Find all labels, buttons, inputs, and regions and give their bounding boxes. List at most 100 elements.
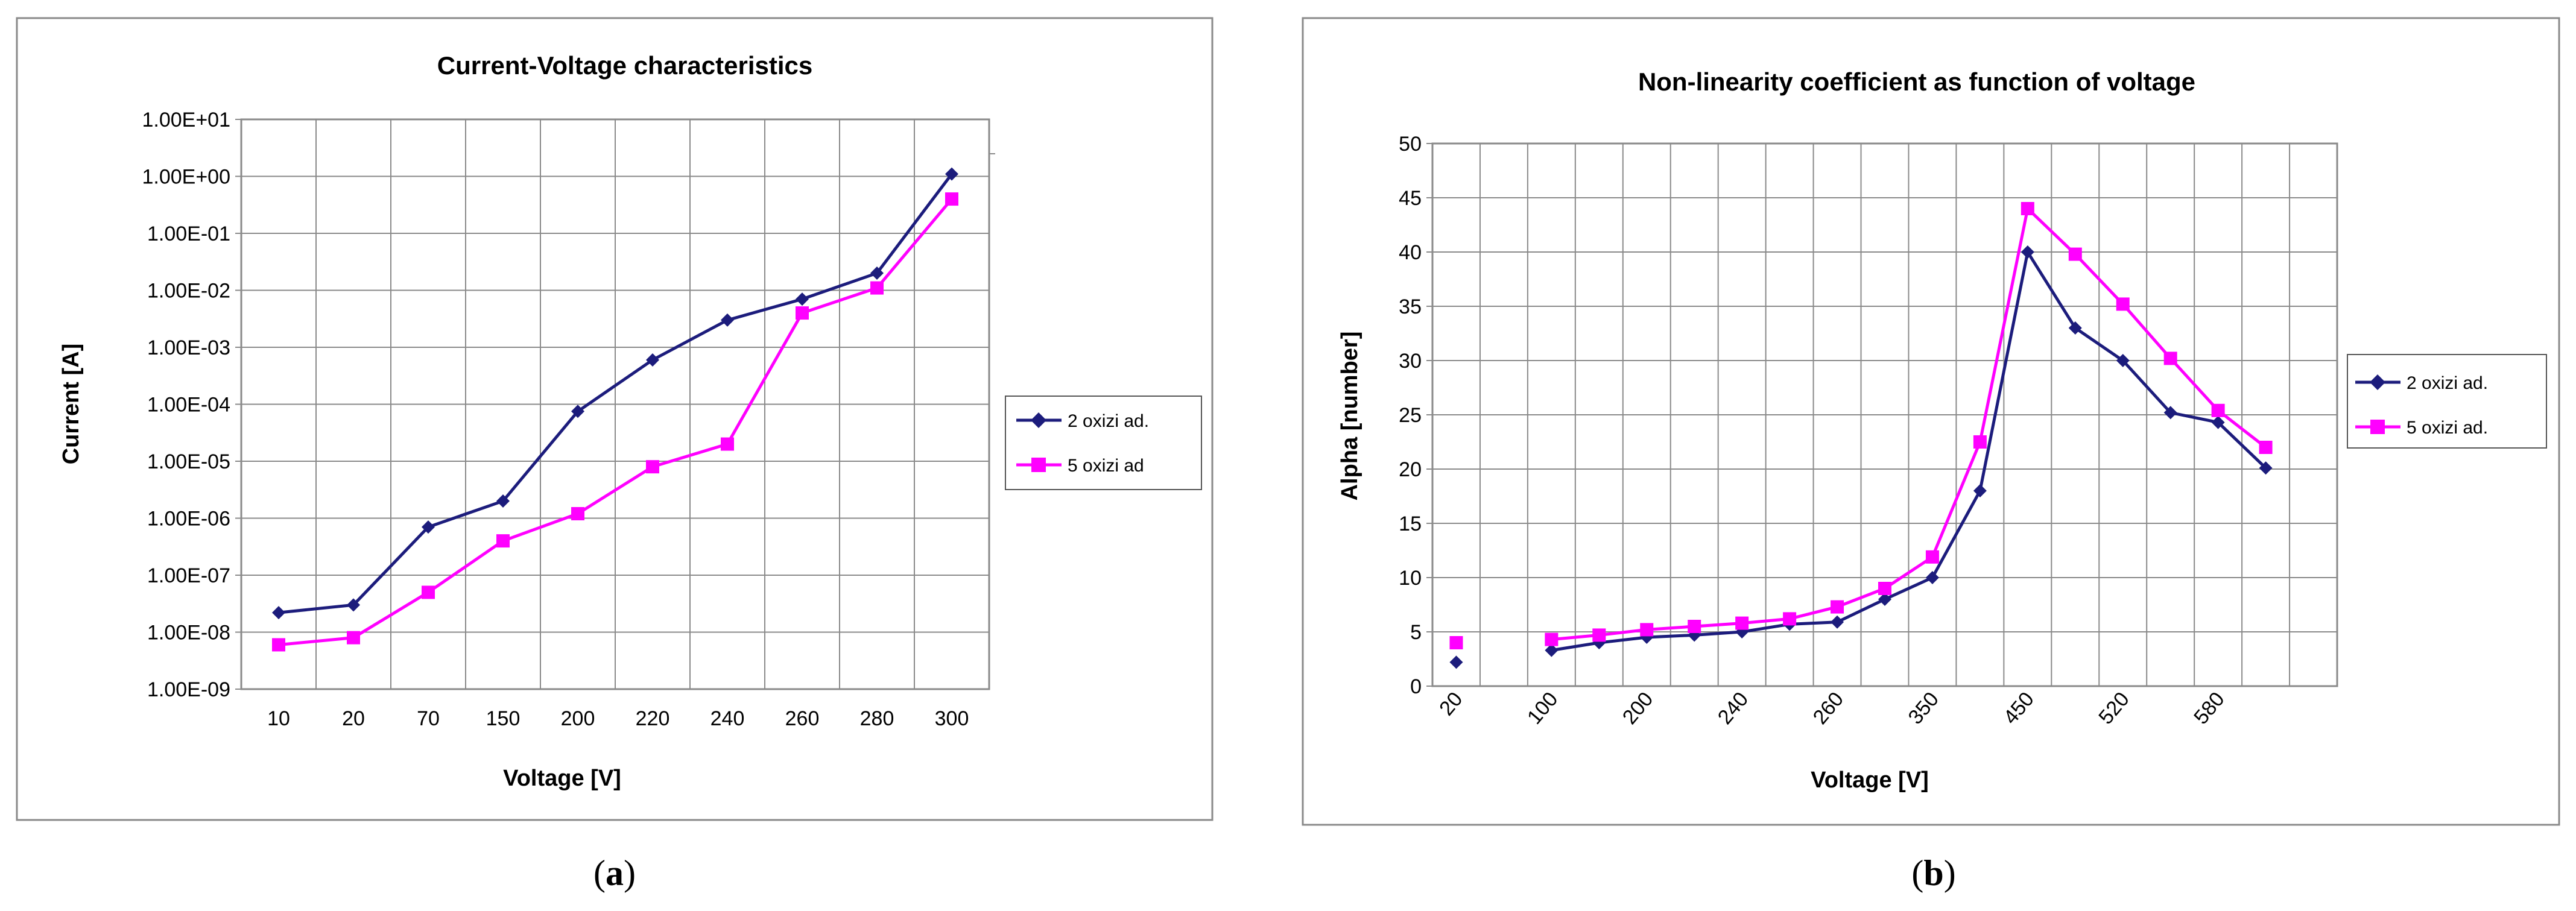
chart-a-data-point <box>496 494 510 508</box>
chart-b-data-point <box>1878 582 1891 595</box>
chart-a-y-tick-label: 1.00E-02 <box>147 280 230 303</box>
chart-b-data-point <box>1973 484 1987 497</box>
chart-b-x-axis-label: Voltage [V] <box>1811 768 1929 793</box>
chart-b-y-tick-label: 15 <box>1399 512 1422 535</box>
chart-a-x-tick-label: 220 <box>636 707 670 730</box>
square-marker-icon <box>1031 458 1046 472</box>
chart-a-y-tick-label: 1.00E-03 <box>147 336 230 359</box>
chart-b-data-point <box>2259 441 2273 454</box>
chart-a-data-point <box>347 631 360 645</box>
chart-a-x-tick-label: 260 <box>785 707 820 730</box>
square-marker-icon <box>2370 420 2385 434</box>
chart-a-data-point <box>870 266 884 280</box>
chart-b-data-point <box>2163 351 2177 365</box>
chart-b-data-point <box>1783 612 1797 626</box>
chart-a-y-tick-label: 1.00E+01 <box>142 109 230 131</box>
chart-a-data-point <box>496 534 510 548</box>
chart-a-x-tick-label: 10 <box>267 707 290 730</box>
chart-a-y-tick-label: 1.00E-08 <box>147 622 230 645</box>
caption-a: (a) <box>593 853 636 893</box>
chart-a-x-tick-label: 150 <box>486 707 521 730</box>
chart-a-y-tick-label: 1.00E-05 <box>147 450 230 473</box>
chart-b-y-axis-label: Alpha [number] <box>1337 332 1362 501</box>
chart-b-data-point <box>2259 461 2273 475</box>
chart-a-y-axis-label: Current [A] <box>59 344 84 465</box>
chart-b-data-point <box>1640 623 1654 637</box>
chart-b-y-tick-label: 10 <box>1399 567 1422 590</box>
chart-b-data-point <box>2116 297 2130 311</box>
chart-b-series-line-1 <box>1551 248 2267 652</box>
chart-a: Current-Voltage characteristics 1.00E-09… <box>16 17 1214 821</box>
chart-b-legend: 2 oxizi ad. 5 oxizi ad. <box>2347 354 2547 449</box>
chart-a-x-tick-label: 280 <box>860 707 894 730</box>
chart-a-legend-box <box>1005 396 1202 490</box>
chart-a-legend-label-2: 5 oxizi ad <box>1068 456 1144 476</box>
chart-b-legend-label-1: 2 oxizi ad. <box>2407 373 2488 393</box>
chart-a-y-tick-label: 1.00E+00 <box>142 166 230 189</box>
caption-b: (b) <box>1911 853 1955 893</box>
chart-a-x-tick-label: 20 <box>342 707 365 730</box>
chart-b-data-point <box>1973 435 1987 449</box>
chart-a-data-point <box>945 192 958 206</box>
chart-a-data-point <box>272 606 285 620</box>
chart-a-y-tick-label: 1.00E-06 <box>147 508 230 531</box>
chart-b-y-tick-label: 5 <box>1410 621 1422 644</box>
chart-b-y-tick-label: 50 <box>1399 133 1422 156</box>
chart-b-data-point <box>2021 245 2034 259</box>
chart-b-series-line-2 <box>1551 206 2267 641</box>
chart-a-data-point <box>347 598 360 612</box>
chart-b-data-point <box>2211 415 2225 429</box>
chart-b-data-point <box>1925 550 1939 564</box>
chart-a-x-tick-label: 240 <box>710 707 745 730</box>
chart-b-data-point <box>2116 354 2130 367</box>
chart-b-y-tick-label: 45 <box>1399 187 1422 210</box>
chart-b-data-point <box>1592 628 1606 642</box>
chart-a-data-point <box>870 281 884 295</box>
diamond-marker-icon <box>1031 412 1046 428</box>
chart-a-data-point <box>272 638 285 652</box>
chart-a-data-point <box>571 507 584 521</box>
chart-b-y-tick-label: 25 <box>1399 404 1422 427</box>
chart-a-y-tick-labels: 1.00E-09 1.00E-08 1.00E-07 1.00E-06 1.00E-05… <box>142 109 230 701</box>
chart-a-x-tick-label: 200 <box>561 707 595 730</box>
chart-a-data-point <box>721 437 734 451</box>
chart-b-y-tick-label: 40 <box>1399 241 1422 264</box>
chart-a-x-tick-label: 300 <box>935 707 969 730</box>
chart-a-y-tick-label: 1.00E-04 <box>147 394 230 417</box>
chart-b-data-point <box>1545 632 1559 646</box>
chart-a-y-tick-label: 1.00E-09 <box>147 678 230 701</box>
chart-b-data-point <box>2068 321 2082 335</box>
chart-b-data-point <box>1831 600 1844 614</box>
chart-b-data-point <box>1925 571 1939 584</box>
chart-a-data-point <box>571 405 584 418</box>
chart-b-data-point <box>2163 406 2177 420</box>
chart-b-title: Non-linearity coefficient as function of… <box>1638 68 2195 96</box>
chart-a-y-tick-label: 1.00E-01 <box>147 222 230 245</box>
chart-a-data-point <box>945 167 958 181</box>
chart-a-x-tick-label: 70 <box>417 707 440 730</box>
chart-a-data-point <box>796 306 809 320</box>
chart-a-data-point <box>422 585 435 599</box>
chart-b: Non-linearity coefficient as function of… <box>1302 17 2560 826</box>
chart-a-data-point <box>422 520 435 534</box>
chart-a-data-point <box>646 460 659 474</box>
chart-b-data-point <box>1735 616 1749 630</box>
diamond-marker-icon <box>2370 374 2385 390</box>
chart-a-gridlines <box>235 119 995 690</box>
chart-a-y-tick-label: 1.00E-07 <box>147 564 230 587</box>
chart-b-data-point <box>1449 655 1463 669</box>
chart-a-data-point <box>646 353 659 367</box>
chart-b-y-tick-labels: 0 5 10 15 20 25 30 35 40 45 50 <box>1399 133 1422 698</box>
chart-b-data-point <box>2068 247 2082 261</box>
chart-a-data-point <box>796 292 809 306</box>
chart-a-x-axis-label: Voltage [V] <box>503 766 621 791</box>
chart-b-y-tick-label: 35 <box>1399 295 1422 318</box>
chart-b-legend-label-2: 5 oxizi ad. <box>2407 418 2488 438</box>
chart-b-data-point <box>2211 403 2225 417</box>
chart-a-series-line-2 <box>278 198 953 646</box>
chart-a-series-line-1 <box>278 173 953 614</box>
chart-b-y-tick-label: 30 <box>1399 350 1422 373</box>
chart-b-series <box>1449 202 2273 669</box>
chart-b-data-point <box>1688 620 1701 633</box>
chart-a-x-tick-labels: 10 20 70 150 200 220 240 260 280 300 <box>267 707 969 730</box>
